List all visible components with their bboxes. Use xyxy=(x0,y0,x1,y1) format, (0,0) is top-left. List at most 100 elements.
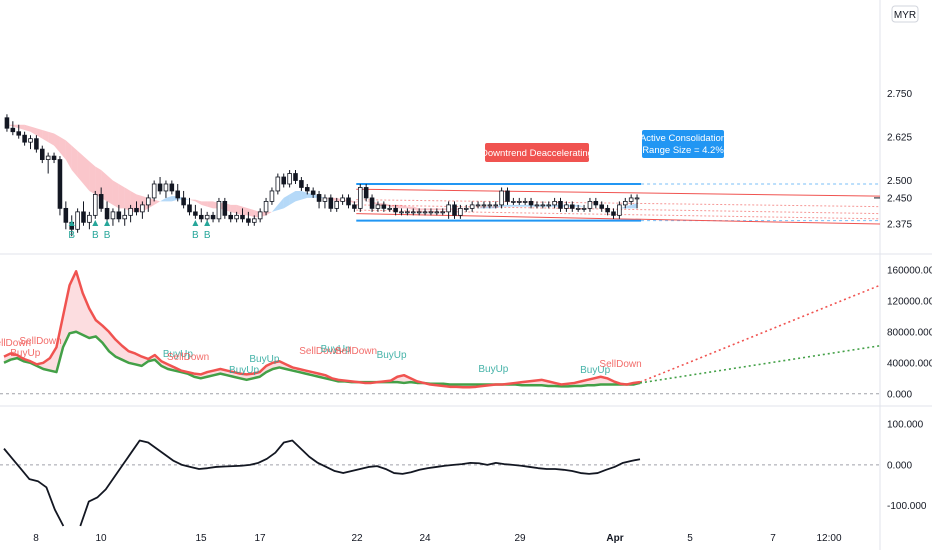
candle-body[interactable] xyxy=(275,176,281,192)
candle-body[interactable] xyxy=(304,187,310,192)
candle-body[interactable] xyxy=(104,207,110,220)
candle-body[interactable] xyxy=(87,214,92,223)
candle-body[interactable] xyxy=(281,176,287,185)
volume-flow-pane[interactable]: SellDownBuyUpSellDownBuyUpSellDownBuyUpB… xyxy=(0,270,881,395)
candle-body[interactable] xyxy=(387,207,393,210)
candle-body[interactable] xyxy=(98,194,104,209)
candle-body[interactable] xyxy=(334,201,340,209)
candle-body[interactable] xyxy=(92,194,98,216)
candle-body[interactable] xyxy=(198,214,204,220)
candle-body[interactable] xyxy=(16,131,22,136)
candle-body[interactable] xyxy=(405,211,410,214)
candle-body[interactable] xyxy=(540,204,546,207)
candle-body[interactable] xyxy=(240,214,245,220)
candle-body[interactable] xyxy=(593,201,599,206)
price-axis[interactable]: 2.750 2.625 2.500 2.450 2.375 160000.000 12000… xyxy=(874,89,932,512)
candle-body[interactable] xyxy=(116,211,122,220)
candle-body[interactable] xyxy=(34,138,39,150)
candle-body[interactable] xyxy=(10,127,16,133)
candle-body[interactable] xyxy=(222,201,228,216)
candle-body[interactable] xyxy=(581,207,587,210)
candle-body[interactable] xyxy=(187,204,192,213)
candle-body[interactable] xyxy=(57,159,63,209)
candle-body[interactable] xyxy=(587,201,593,209)
oscillator-line[interactable] xyxy=(79,439,641,527)
candle-body[interactable] xyxy=(28,138,33,143)
candle-body[interactable] xyxy=(440,211,446,214)
candle-body[interactable] xyxy=(234,214,239,220)
candle-body[interactable] xyxy=(575,207,581,210)
currency-badge[interactable]: MYR xyxy=(891,5,919,23)
candle-body[interactable] xyxy=(558,201,563,209)
candle-body[interactable] xyxy=(434,211,440,214)
annotation-box[interactable] xyxy=(642,130,724,158)
candle-body[interactable] xyxy=(140,204,145,213)
candle-body[interactable] xyxy=(357,187,363,209)
candle-body[interactable] xyxy=(228,214,234,220)
candle-body[interactable] xyxy=(257,211,263,220)
candle-body[interactable] xyxy=(110,211,116,220)
candle-body[interactable] xyxy=(475,204,481,207)
candle-body[interactable] xyxy=(363,187,369,199)
candle-body[interactable] xyxy=(522,201,528,203)
candle-body[interactable] xyxy=(446,204,451,213)
candle-body[interactable] xyxy=(63,207,69,223)
oscillator-line[interactable] xyxy=(3,448,65,527)
candle-body[interactable] xyxy=(628,197,634,202)
candle-body[interactable] xyxy=(422,211,428,214)
candle-body[interactable] xyxy=(552,201,557,206)
candle-body[interactable] xyxy=(416,211,422,214)
candle-body[interactable] xyxy=(617,204,622,216)
candle-body[interactable] xyxy=(193,211,198,216)
candle-body[interactable] xyxy=(493,204,499,207)
candle-body[interactable] xyxy=(299,180,304,188)
candle-body[interactable] xyxy=(157,183,163,192)
candle-body[interactable] xyxy=(151,183,157,199)
candle-body[interactable] xyxy=(246,218,251,223)
annotation-box[interactable] xyxy=(485,143,589,162)
candle-body[interactable] xyxy=(428,211,434,214)
candle-body[interactable] xyxy=(611,211,616,216)
candle-body[interactable] xyxy=(45,155,51,160)
candle-body[interactable] xyxy=(210,214,216,220)
candle-body[interactable] xyxy=(204,214,210,220)
candle-body[interactable] xyxy=(4,117,10,129)
candle-body[interactable] xyxy=(369,197,375,209)
candle-body[interactable] xyxy=(546,204,552,207)
candle-body[interactable] xyxy=(469,204,475,209)
candle-body[interactable] xyxy=(81,211,86,223)
candle-body[interactable] xyxy=(352,204,357,209)
candle-body[interactable] xyxy=(393,207,398,213)
candle-body[interactable] xyxy=(181,197,186,206)
candle-body[interactable] xyxy=(328,197,334,209)
candle-body[interactable] xyxy=(263,201,269,213)
candle-body[interactable] xyxy=(122,214,128,220)
candle-body[interactable] xyxy=(310,190,316,195)
candle-body[interactable] xyxy=(216,201,222,220)
candle-body[interactable] xyxy=(452,204,457,216)
oscillator-pane[interactable] xyxy=(0,439,880,527)
candle-body[interactable] xyxy=(163,183,169,192)
candle-body[interactable] xyxy=(287,173,292,185)
candle-body[interactable] xyxy=(128,207,133,216)
candle-body[interactable] xyxy=(534,204,540,207)
candle-body[interactable] xyxy=(75,211,80,230)
candle-body[interactable] xyxy=(499,190,504,206)
candle-body[interactable] xyxy=(175,190,181,199)
candle-body[interactable] xyxy=(39,148,45,160)
candle-body[interactable] xyxy=(293,173,298,181)
candle-body[interactable] xyxy=(169,183,175,192)
candle-body[interactable] xyxy=(51,155,57,160)
candle-body[interactable] xyxy=(340,197,345,202)
candle-body[interactable] xyxy=(569,204,575,209)
candle-body[interactable] xyxy=(599,204,605,209)
candle-body[interactable] xyxy=(511,201,516,203)
candle-body[interactable] xyxy=(375,204,381,209)
candle-body[interactable] xyxy=(251,218,257,223)
candle-body[interactable] xyxy=(145,197,151,206)
candle-body[interactable] xyxy=(134,207,139,213)
candle-body[interactable] xyxy=(316,194,322,202)
